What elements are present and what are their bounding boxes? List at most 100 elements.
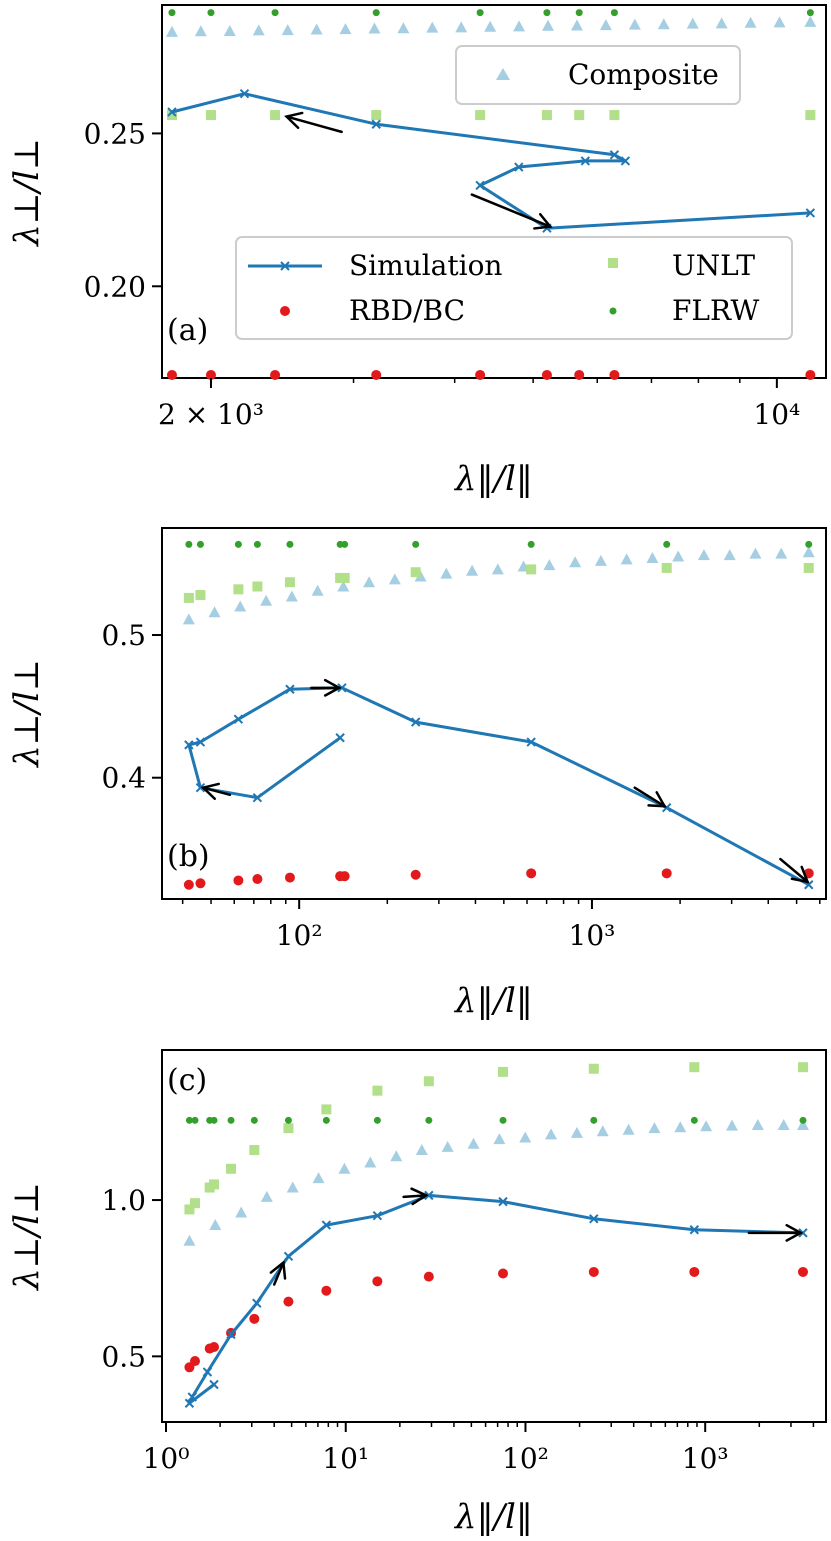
point-unlt-c-4 — [226, 1163, 237, 1174]
point-simulation-b-6 — [233, 714, 244, 724]
xtick-label-a-0: 2 × 10³ — [158, 398, 264, 431]
point-simulation-b-4 — [337, 683, 347, 693]
panel-label-a: (a) — [167, 313, 208, 348]
point-unlt-c-3 — [209, 1179, 220, 1190]
point-unlt-c-12 — [689, 1062, 700, 1073]
point-rbd-bc-a-6 — [574, 369, 585, 380]
legend-main-frame — [235, 236, 793, 340]
direction-arrow-b-0 — [779, 857, 810, 884]
point-composite-a-11 — [484, 20, 497, 32]
point-rbd-bc-c-8 — [372, 1276, 383, 1287]
point-simulation-a-9 — [167, 107, 177, 117]
direction-arrow-c-1 — [402, 1187, 429, 1206]
point-composite-c-11 — [467, 1137, 480, 1149]
point-rbd-bc-c-13 — [797, 1266, 808, 1277]
point-composite-a-9 — [426, 21, 439, 33]
legend-composite-frame — [455, 45, 741, 105]
direction-arrow-a-1 — [284, 111, 343, 134]
legend-flrw-marker — [609, 307, 617, 315]
point-composite-a-3 — [252, 24, 265, 36]
plot-area-b — [161, 527, 827, 900]
point-flrw-b-6 — [341, 540, 349, 548]
point-flrw-c-1 — [191, 1116, 199, 1124]
point-simulation-c-9 — [424, 1190, 434, 1201]
point-composite-c-14 — [545, 1128, 558, 1140]
point-rbd-bc-b-1 — [195, 878, 206, 889]
point-flrw-b-1 — [196, 540, 204, 548]
point-unlt-a-2 — [270, 110, 281, 121]
plot-area-c — [161, 1049, 827, 1423]
point-composite-c-12 — [493, 1133, 506, 1145]
point-unlt-b-9 — [661, 562, 672, 573]
point-composite-b-3 — [260, 594, 273, 606]
ticks-a: 2 × 10³ 10⁴ 0.20 0.25 — [84, 117, 801, 431]
xtick-label-c-1: 10¹ — [322, 1442, 369, 1475]
point-flrw-c-7 — [322, 1116, 330, 1124]
point-composite-a-14 — [570, 19, 583, 31]
point-flrw-b-3 — [253, 540, 261, 548]
marks-b — [182, 540, 815, 890]
point-composite-b-24 — [802, 546, 815, 558]
legend-unlt-marker — [608, 258, 618, 268]
point-simulation-a-2 — [475, 180, 485, 191]
legend-rbd-label: RBD/BC — [349, 294, 465, 327]
panel-c: 10⁰ 10¹ 10² 10³ 0.5 1.0 (c) λ‖/l‖ λ⊥/l⊥ — [7, 1049, 827, 1537]
point-composite-a-7 — [368, 22, 381, 34]
point-rbd-bc-a-4 — [475, 369, 486, 380]
point-rbd-bc-c-9 — [423, 1271, 434, 1282]
direction-arrow-c-2 — [747, 1223, 804, 1242]
point-composite-a-19 — [715, 17, 728, 29]
point-composite-c-7 — [364, 1156, 377, 1168]
point-flrw-c-4 — [227, 1116, 235, 1124]
point-flrw-c-3 — [210, 1116, 218, 1124]
point-flrw-c-11 — [590, 1116, 598, 1124]
point-composite-c-6 — [338, 1162, 351, 1174]
point-composite-b-1 — [208, 606, 221, 618]
point-simulation-b-5 — [285, 684, 295, 694]
series-line-simulation-a — [171, 92, 811, 230]
point-flrw-c-8 — [373, 1116, 381, 1124]
ytick-label-c-0: 0.5 — [101, 1340, 146, 1373]
point-unlt-b-1 — [195, 590, 206, 601]
point-composite-c-8 — [390, 1150, 403, 1162]
legend-composite-marker — [496, 68, 510, 80]
direction-arrow-b-3 — [200, 782, 232, 800]
point-flrw-a-0 — [168, 9, 176, 17]
point-unlt-a-1 — [205, 110, 216, 121]
point-unlt-c-11 — [588, 1063, 599, 1074]
point-rbd-bc-b-8 — [526, 868, 537, 879]
point-composite-a-16 — [628, 18, 641, 30]
point-unlt-b-4 — [284, 577, 295, 588]
point-flrw-b-9 — [663, 540, 671, 548]
point-composite-b-23 — [775, 547, 788, 559]
point-rbd-bc-c-7 — [321, 1285, 332, 1296]
point-composite-b-21 — [723, 549, 736, 561]
point-simulation-c-1 — [184, 1398, 195, 1408]
point-rbd-bc-c-12 — [689, 1266, 700, 1277]
point-rbd-bc-c-6 — [283, 1296, 294, 1307]
point-unlt-c-7 — [321, 1104, 332, 1115]
point-unlt-b-10 — [803, 562, 814, 573]
point-rbd-bc-b-3 — [252, 874, 263, 885]
point-composite-b-4 — [285, 590, 298, 602]
point-composite-b-19 — [672, 550, 685, 562]
point-composite-c-5 — [312, 1172, 325, 1184]
point-flrw-c-6 — [284, 1116, 292, 1124]
point-flrw-b-2 — [234, 540, 242, 548]
point-unlt-c-0 — [184, 1204, 195, 1215]
point-flrw-a-2 — [271, 9, 279, 17]
marks-a — [165, 9, 817, 380]
point-composite-b-18 — [646, 551, 659, 563]
point-composite-c-21 — [725, 1119, 738, 1131]
point-composite-c-9 — [415, 1144, 428, 1156]
point-composite-c-4 — [286, 1181, 299, 1193]
direction-arrow-b-2 — [310, 678, 342, 697]
point-simulation-c-5 — [252, 1298, 262, 1308]
point-composite-c-2 — [235, 1206, 248, 1218]
xlabel-b: λ‖/l‖ — [453, 981, 533, 1021]
legend-rbd-marker — [280, 306, 290, 316]
point-composite-c-13 — [519, 1131, 532, 1143]
point-unlt-b-2 — [233, 584, 244, 595]
xtick-label-b-1: 10³ — [569, 919, 616, 952]
point-simulation-c-3 — [202, 1367, 213, 1377]
